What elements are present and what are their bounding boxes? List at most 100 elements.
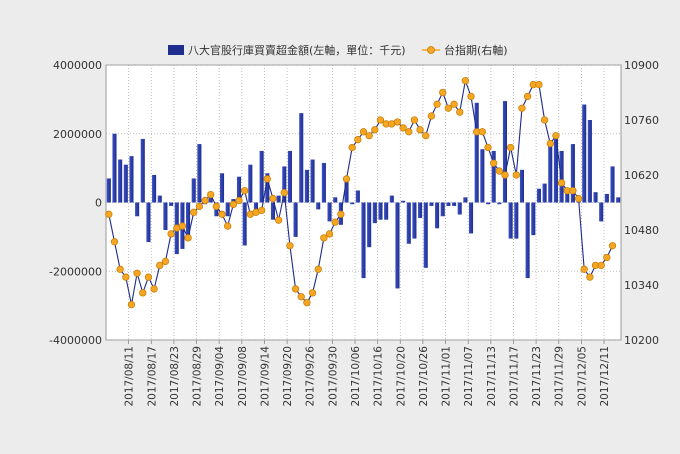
bar xyxy=(423,202,428,268)
bar xyxy=(146,202,151,243)
x-axis: 2017/08/11 2017/08/17 2017/08/23 2017/08/29… xyxy=(124,340,611,407)
x-tick-label: 2017/08/23 xyxy=(169,346,181,407)
bar xyxy=(304,169,309,203)
bar xyxy=(253,202,259,210)
index-point xyxy=(286,242,294,250)
x-tick-label: 2017/09/04 xyxy=(214,346,226,407)
x-tick-label: 2017/11/17 xyxy=(508,346,520,407)
bar xyxy=(197,144,202,203)
y-left-tick-label: 2000000 xyxy=(53,128,102,141)
bar xyxy=(140,138,145,203)
x-tick-label: 2017/09/30 xyxy=(327,346,339,407)
bar xyxy=(514,202,519,239)
index-point xyxy=(337,210,345,218)
index-point xyxy=(184,234,192,242)
x-tick-label: 2017/11/07 xyxy=(463,346,475,407)
index-point xyxy=(161,257,170,266)
bar xyxy=(457,202,462,215)
bar xyxy=(355,190,360,203)
bar xyxy=(435,202,440,229)
index-point xyxy=(190,208,198,216)
y-left-tick-label: 4000000 xyxy=(53,59,102,72)
bar xyxy=(333,197,338,203)
bar xyxy=(123,164,128,203)
bar xyxy=(236,176,242,203)
bar xyxy=(231,199,236,203)
index-point xyxy=(535,80,543,89)
index-point xyxy=(207,190,215,199)
index-point xyxy=(150,285,158,293)
bar xyxy=(553,135,558,203)
x-tick-label: 2017/12/11 xyxy=(599,346,611,407)
index-point xyxy=(303,299,311,307)
bar xyxy=(327,202,332,222)
index-point xyxy=(348,143,356,152)
bar xyxy=(389,195,394,203)
bar xyxy=(316,202,321,210)
index-point xyxy=(450,100,458,108)
bar xyxy=(446,202,451,206)
bar xyxy=(525,202,530,279)
bar xyxy=(248,164,253,203)
index-point xyxy=(308,289,317,297)
bar xyxy=(135,202,140,217)
line-series xyxy=(105,77,617,309)
index-point xyxy=(116,265,124,273)
bar xyxy=(293,202,298,237)
bar xyxy=(191,178,196,203)
y-right-tick-label: 10200 xyxy=(624,334,659,347)
bar xyxy=(129,156,134,203)
index-point xyxy=(484,143,492,152)
y-left-tick-label: -4000000 xyxy=(49,334,102,347)
bar xyxy=(565,192,570,203)
bar xyxy=(440,202,445,217)
bar xyxy=(616,197,621,203)
index-point xyxy=(512,171,520,179)
y-right-tick-label: 10760 xyxy=(624,114,659,127)
x-tick-label: 2017/12/05 xyxy=(576,346,588,407)
bar xyxy=(208,197,213,203)
index-point xyxy=(580,265,588,273)
bar xyxy=(372,202,377,224)
bar xyxy=(118,159,123,203)
bar xyxy=(157,195,162,203)
bar xyxy=(480,149,485,203)
index-point xyxy=(105,210,113,218)
bar xyxy=(559,150,564,203)
bar xyxy=(536,188,541,203)
index-point xyxy=(201,196,209,205)
x-tick-label: 2017/10/16 xyxy=(373,346,385,407)
index-point xyxy=(467,92,475,101)
index-point xyxy=(354,135,362,144)
index-point xyxy=(218,210,226,218)
bar xyxy=(106,178,111,203)
bar xyxy=(361,202,366,279)
index-point xyxy=(127,300,136,309)
index-point xyxy=(552,132,560,140)
x-tick-label: 2017/09/20 xyxy=(282,346,294,407)
bar xyxy=(378,202,383,220)
x-tick-label: 2017/10/06 xyxy=(350,346,362,407)
bar xyxy=(270,202,275,220)
index-point xyxy=(506,143,515,152)
index-point xyxy=(405,128,413,136)
index-point xyxy=(501,171,509,179)
index-point xyxy=(608,242,617,250)
bar xyxy=(367,202,372,248)
legend-bar-label: 八大官股行庫買賣超金額(左軸，單位：千元) xyxy=(188,43,406,57)
index-point xyxy=(297,293,305,301)
index-point xyxy=(320,234,328,242)
bar xyxy=(604,193,609,203)
index-point xyxy=(371,126,379,134)
bar xyxy=(225,202,230,217)
bar xyxy=(406,202,411,244)
bar xyxy=(593,192,598,203)
index-point xyxy=(359,128,368,136)
index-point xyxy=(495,167,503,175)
index-point xyxy=(461,77,470,85)
y-right-axis: 10900 10760 10620 10480 10340 10200 xyxy=(624,59,659,347)
bar xyxy=(548,144,553,203)
bar xyxy=(276,195,281,203)
